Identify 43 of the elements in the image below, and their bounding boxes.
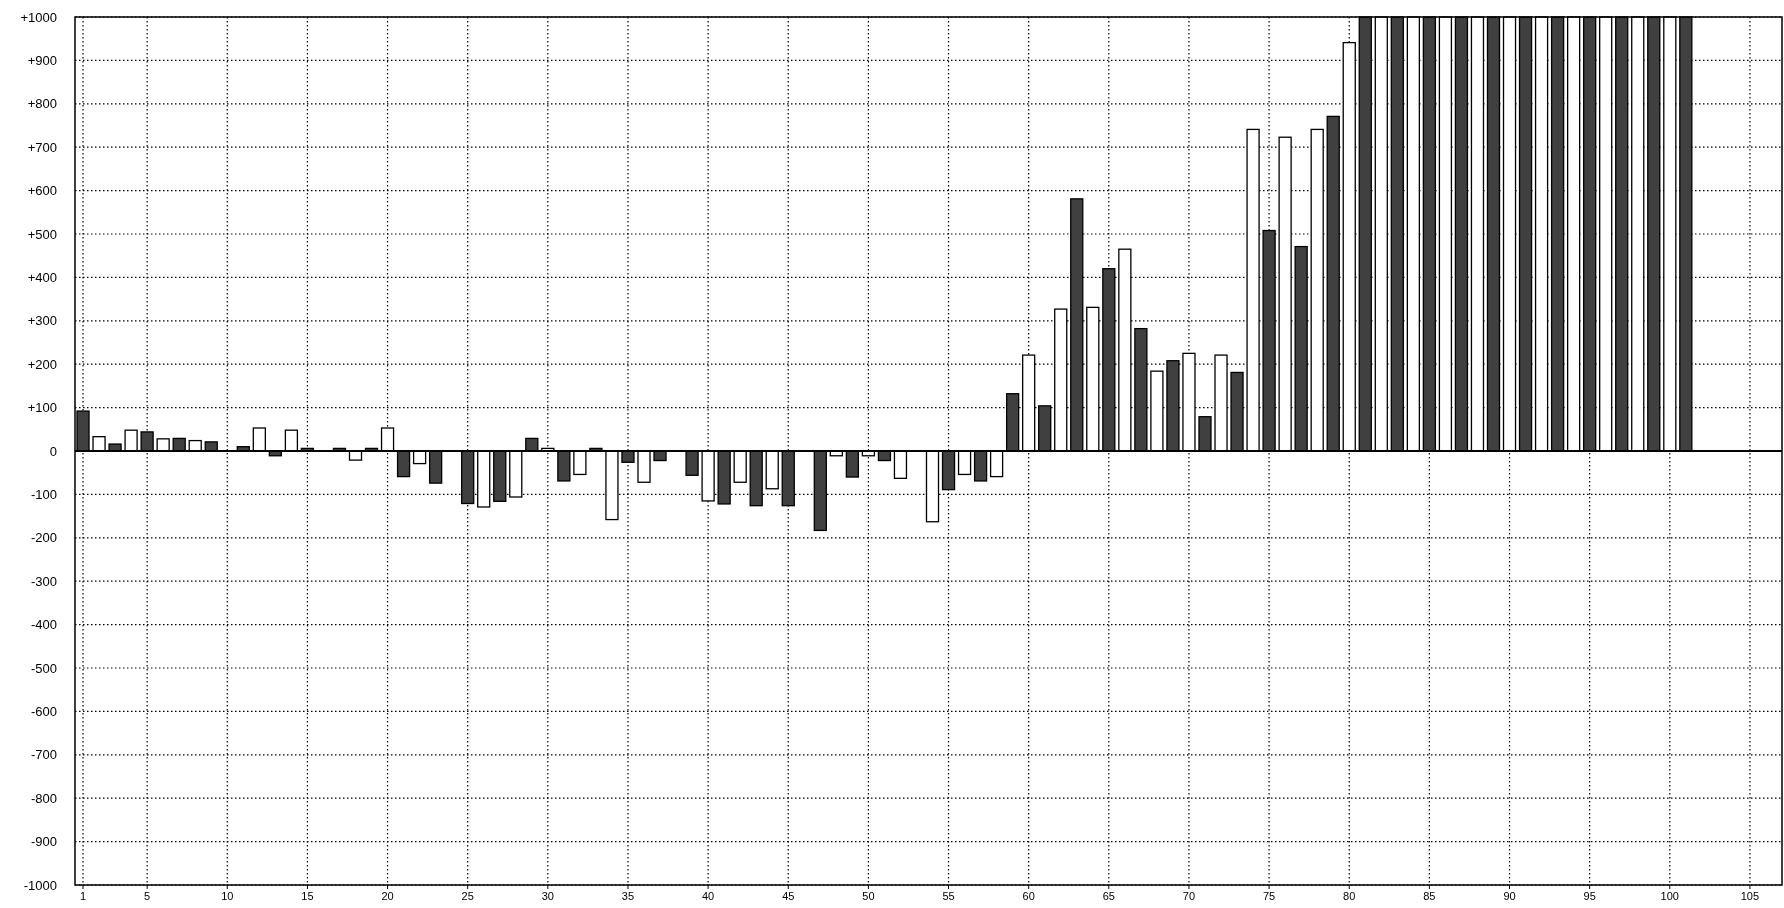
x-tick-label: 35 [621, 890, 635, 902]
x-tick-label: 40 [701, 890, 715, 902]
y-tick-label: +700 [27, 139, 57, 155]
y-tick-label: -100 [30, 486, 57, 502]
y-tick-label: -300 [30, 573, 57, 589]
x-tick-label: 5 [144, 890, 151, 902]
x-tick-label: 45 [782, 890, 795, 902]
y-tick-label: 0 [49, 443, 57, 459]
x-tick-label: 80 [1343, 890, 1356, 902]
x-tick-label: 25 [461, 890, 474, 902]
y-tick-label: -200 [30, 530, 57, 546]
x-tick-label: 105 [1740, 890, 1760, 902]
x-tick-label: 90 [1503, 890, 1516, 902]
y-tick-label: +600 [27, 183, 57, 199]
x-tick-label: 100 [1660, 890, 1679, 902]
y-tick-label: -700 [30, 747, 57, 763]
x-tick-label: 15 [301, 890, 314, 902]
y-tick-label: +500 [27, 226, 57, 242]
x-tick-label: 50 [862, 890, 875, 902]
y-tick-label: +900 [27, 52, 57, 68]
x-tick-label: 60 [1022, 890, 1035, 902]
y-tick-label: -800 [30, 790, 57, 806]
x-tick-label: 55 [942, 890, 955, 902]
y-tick-label: +100 [27, 400, 57, 416]
x-tick-label: 30 [541, 890, 554, 902]
x-tick-label: 65 [1102, 890, 1115, 902]
x-tick-label: 20 [381, 890, 394, 902]
y-tick-label: -900 [30, 834, 57, 850]
y-tick-label: -500 [30, 660, 57, 676]
x-tick-label: 10 [221, 890, 234, 902]
x-tick-label: 70 [1182, 890, 1196, 902]
y-tick-label: +300 [27, 313, 57, 329]
x-tick-label: 95 [1583, 890, 1596, 902]
y-tick-label: +800 [27, 96, 57, 112]
y-tick-label: +400 [27, 269, 57, 285]
y-tick-label: -1000 [23, 877, 57, 893]
x-tick-label: 85 [1423, 890, 1436, 902]
x-tick-label: 1 [79, 890, 87, 902]
y-tick-label: +1000 [20, 9, 57, 25]
y-tick-label: -600 [30, 703, 57, 719]
y-tick-label: -400 [30, 617, 57, 633]
x-tick-label: 75 [1262, 890, 1276, 902]
y-tick-label: +200 [27, 356, 57, 372]
